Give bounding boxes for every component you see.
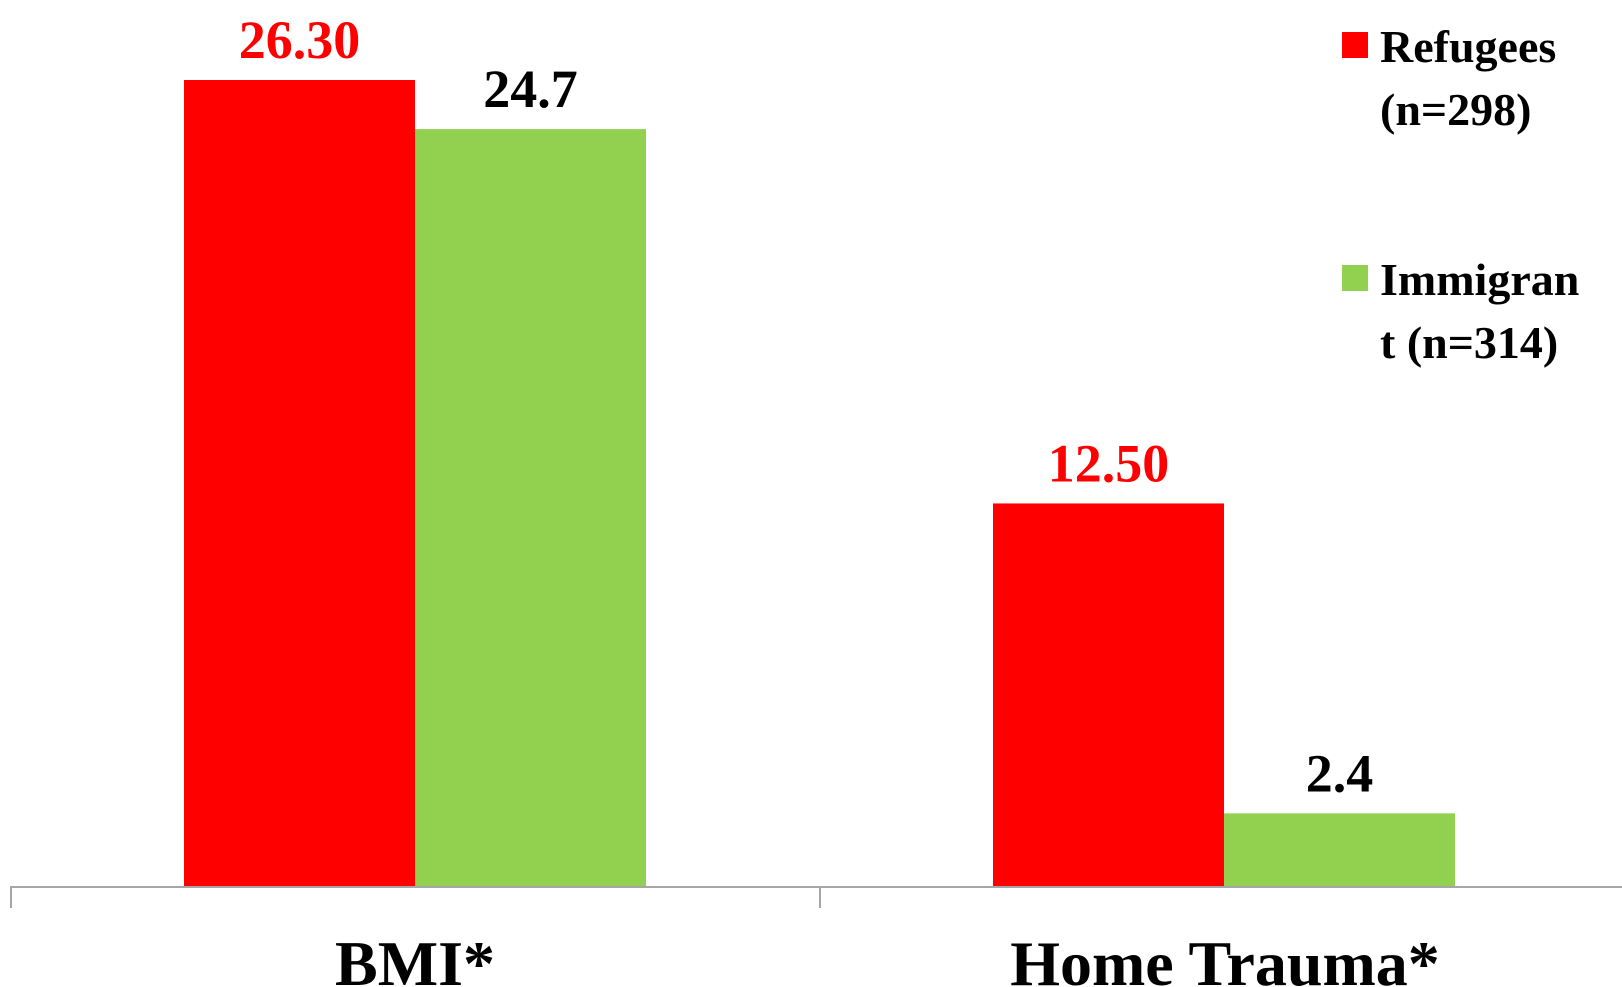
bar-home-trauma-immigrant xyxy=(1224,813,1455,887)
legend-label-immigrant-line2: t (n=314) xyxy=(1380,317,1558,368)
value-label-home-trauma-refugees: 12.50 xyxy=(1048,433,1170,493)
bars-group xyxy=(184,80,1455,887)
legend-label-refugees-line2: (n=298) xyxy=(1380,84,1531,135)
bar-bmi-immigrant xyxy=(415,129,646,887)
legend-swatch-refugees xyxy=(1342,32,1368,58)
value-label-home-trauma-immigrant: 2.4 xyxy=(1306,743,1374,803)
legend-label-immigrant-line1: Immigran xyxy=(1380,254,1579,305)
value-label-bmi-refugees: 26.30 xyxy=(239,10,361,70)
category-label-home-trauma: Home Trauma* xyxy=(1010,928,1440,987)
legend: Refugees (n=298) Immigran t (n=314) xyxy=(1342,21,1579,368)
category-label-bmi: BMI* xyxy=(335,928,495,987)
legend-label-refugees-line1: Refugees xyxy=(1380,21,1556,72)
bar-home-trauma-refugees xyxy=(993,503,1224,887)
value-label-bmi-immigrant: 24.7 xyxy=(483,59,578,119)
bar-bmi-refugees xyxy=(184,80,415,887)
legend-swatch-immigrant xyxy=(1342,265,1368,291)
value-labels-group: 26.30 24.7 12.50 2.4 xyxy=(239,10,1374,803)
